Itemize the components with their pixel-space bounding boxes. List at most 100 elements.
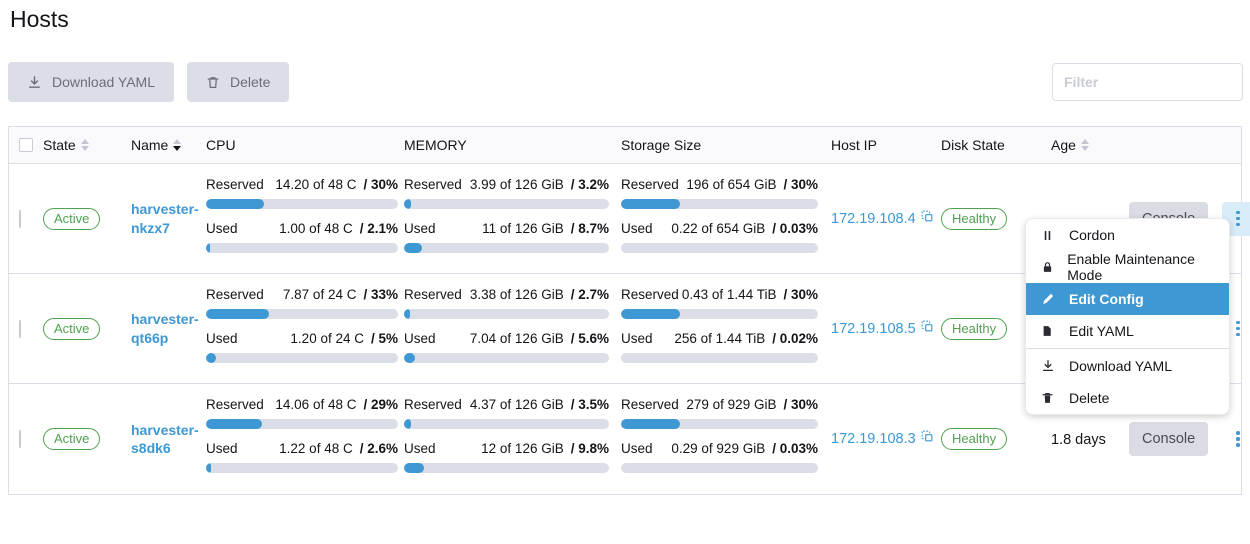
name-cell: harvester-nkzx7 xyxy=(131,200,206,236)
row-select-cell xyxy=(9,209,43,228)
menu-item-cordon[interactable]: Cordon xyxy=(1026,219,1229,251)
storage-used-bar xyxy=(621,242,818,253)
menu-item-enable-maintenance-mode[interactable]: Enable Maintenance Mode xyxy=(1026,251,1229,283)
metric-percent: / 2.1% xyxy=(359,220,398,236)
metric-percent: / 30% xyxy=(783,286,818,302)
column-header-disk: Disk State xyxy=(941,137,1051,153)
sort-indicator xyxy=(80,139,89,151)
memory-reserved-bar xyxy=(404,308,609,319)
storage-cell: Reserved 279 of 929 GiB / 30% Used 0.29 … xyxy=(621,395,831,483)
age-value: 1.8 days xyxy=(1051,431,1106,448)
storage-used-bar xyxy=(621,463,818,473)
storage-cell: Reserved 196 of 654 GiB / 30% Used 0.22 … xyxy=(621,175,831,263)
metric-value: 7.04 of 126 GiB xyxy=(469,330,564,346)
memory-cell: Reserved 3.38 of 126 GiB / 2.7% Used 7.0… xyxy=(404,285,621,373)
cpu-reserved-line: Reserved 14.20 of 48 C / 30% xyxy=(206,175,398,195)
row-checkbox[interactable] xyxy=(19,430,21,448)
metric-percent: / 33% xyxy=(363,286,398,302)
metric-label: Used xyxy=(206,330,238,346)
storage-used-line: Used 0.29 of 929 GiB / 0.03% xyxy=(621,439,818,459)
cpu-used-bar xyxy=(206,352,398,363)
download-yaml-button[interactable]: Download YAML xyxy=(8,62,174,102)
storage-used-bar xyxy=(621,352,818,363)
memory-cell: Reserved 3.99 of 126 GiB / 3.2% Used 11 … xyxy=(404,175,621,263)
metric-value: 1.00 of 48 C xyxy=(279,220,353,236)
metric-percent: / 8.7% xyxy=(570,220,609,236)
column-header-label: Age xyxy=(1051,137,1076,153)
memory-used-line: Used 7.04 of 126 GiB / 5.6% xyxy=(404,329,609,349)
column-header-cpu: CPU xyxy=(206,137,404,153)
copy-icon[interactable] xyxy=(920,319,934,337)
column-header-age[interactable]: Age xyxy=(1051,137,1129,153)
column-header-label: Disk State xyxy=(941,137,1005,153)
cpu-cell: Reserved 7.87 of 24 C / 33% Used 1.20 of… xyxy=(206,285,404,373)
metric-percent: / 0.03% xyxy=(772,441,818,456)
memory-used-bar xyxy=(404,242,609,253)
pause-icon xyxy=(1041,229,1056,242)
metric-percent: / 9.8% xyxy=(570,441,609,456)
memory-used-bar xyxy=(404,463,609,473)
cpu-cell: Reserved 14.20 of 48 C / 30% Used 1.00 o… xyxy=(206,175,404,263)
menu-item-delete[interactable]: Delete xyxy=(1026,382,1229,414)
memory-reserved-line: Reserved 4.37 of 126 GiB / 3.5% xyxy=(404,395,609,415)
metric-value: 14.06 of 48 C xyxy=(275,397,357,412)
metric-percent: / 0.03% xyxy=(772,220,818,236)
cpu-reserved-line: Reserved 7.87 of 24 C / 33% xyxy=(206,285,398,305)
state-badge: Active xyxy=(43,428,101,450)
memory-used-line: Used 11 of 126 GiB / 8.7% xyxy=(404,219,609,239)
cpu-used-bar xyxy=(206,463,398,473)
age-cell: 1.8 days xyxy=(1051,431,1129,448)
row-checkbox[interactable] xyxy=(19,209,21,228)
menu-item-edit-yaml[interactable]: Edit YAML xyxy=(1026,315,1229,347)
host-ip-cell: 172.19.108.4 xyxy=(831,209,941,227)
memory-used-line: Used 12 of 126 GiB / 9.8% xyxy=(404,439,609,459)
metric-value: 11 of 126 GiB xyxy=(482,220,564,236)
console-button[interactable]: Console xyxy=(1129,422,1209,456)
memory-used-bar xyxy=(404,352,609,363)
column-header-label: Name xyxy=(131,137,169,153)
host-name-link[interactable]: harvester-qt66p xyxy=(131,311,199,346)
column-header-label: Storage Size xyxy=(621,137,702,153)
metric-value: 256 of 1.44 TiB xyxy=(674,330,766,346)
host-name-link[interactable]: harvester-s8dk6 xyxy=(131,421,199,456)
column-header-storage: Storage Size xyxy=(621,137,831,153)
metric-label: Used xyxy=(206,441,238,456)
host-name-link[interactable]: harvester-nkzx7 xyxy=(131,201,199,236)
row-menu-button[interactable] xyxy=(1222,422,1250,456)
metric-label: Reserved xyxy=(206,286,264,302)
host-ip-cell: 172.19.108.5 xyxy=(831,319,941,337)
filter-input[interactable] xyxy=(1052,63,1243,101)
memory-reserved-line: Reserved 3.99 of 126 GiB / 3.2% xyxy=(404,175,609,195)
storage-reserved-bar xyxy=(621,198,818,209)
select-all-checkbox[interactable] xyxy=(19,138,33,152)
storage-used-line: Used 0.22 of 654 GiB / 0.03% xyxy=(621,219,818,239)
copy-icon[interactable] xyxy=(920,429,934,447)
metric-label: Reserved xyxy=(404,397,462,412)
disk-state-badge: Healthy xyxy=(941,317,1008,340)
metric-value: 279 of 929 GiB xyxy=(686,397,777,412)
host-ip-cell: 172.19.108.3 xyxy=(831,429,941,447)
table-row: Active harvester-s8dk6 Reserved 14.06 of… xyxy=(9,384,1241,494)
row-select-cell xyxy=(9,430,43,448)
metric-label: Reserved xyxy=(621,176,679,192)
storage-reserved-line: Reserved 279 of 929 GiB / 30% xyxy=(621,395,818,415)
menu-divider xyxy=(1026,348,1229,349)
delete-button[interactable]: Delete xyxy=(186,62,290,102)
metric-label: Used xyxy=(404,441,436,456)
storage-used-line: Used 256 of 1.44 TiB / 0.02% xyxy=(621,329,818,349)
trash-icon xyxy=(1041,391,1056,405)
row-menu-button[interactable] xyxy=(1222,312,1250,346)
column-header-name[interactable]: Name xyxy=(131,137,206,153)
menu-item-label: Edit YAML xyxy=(1069,323,1134,339)
cpu-used-line: Used 1.22 of 48 C / 2.6% xyxy=(206,439,398,459)
row-checkbox[interactable] xyxy=(19,319,21,338)
select-all-cell xyxy=(9,138,43,152)
sort-indicator xyxy=(173,139,182,151)
metric-percent: / 5.6% xyxy=(570,330,609,346)
copy-icon[interactable] xyxy=(920,209,934,227)
menu-item-download-yaml[interactable]: Download YAML xyxy=(1026,350,1229,382)
column-header-state[interactable]: State xyxy=(43,137,131,153)
disk-state-cell: Healthy xyxy=(941,207,1051,230)
menu-item-edit-config[interactable]: Edit Config xyxy=(1026,283,1229,315)
